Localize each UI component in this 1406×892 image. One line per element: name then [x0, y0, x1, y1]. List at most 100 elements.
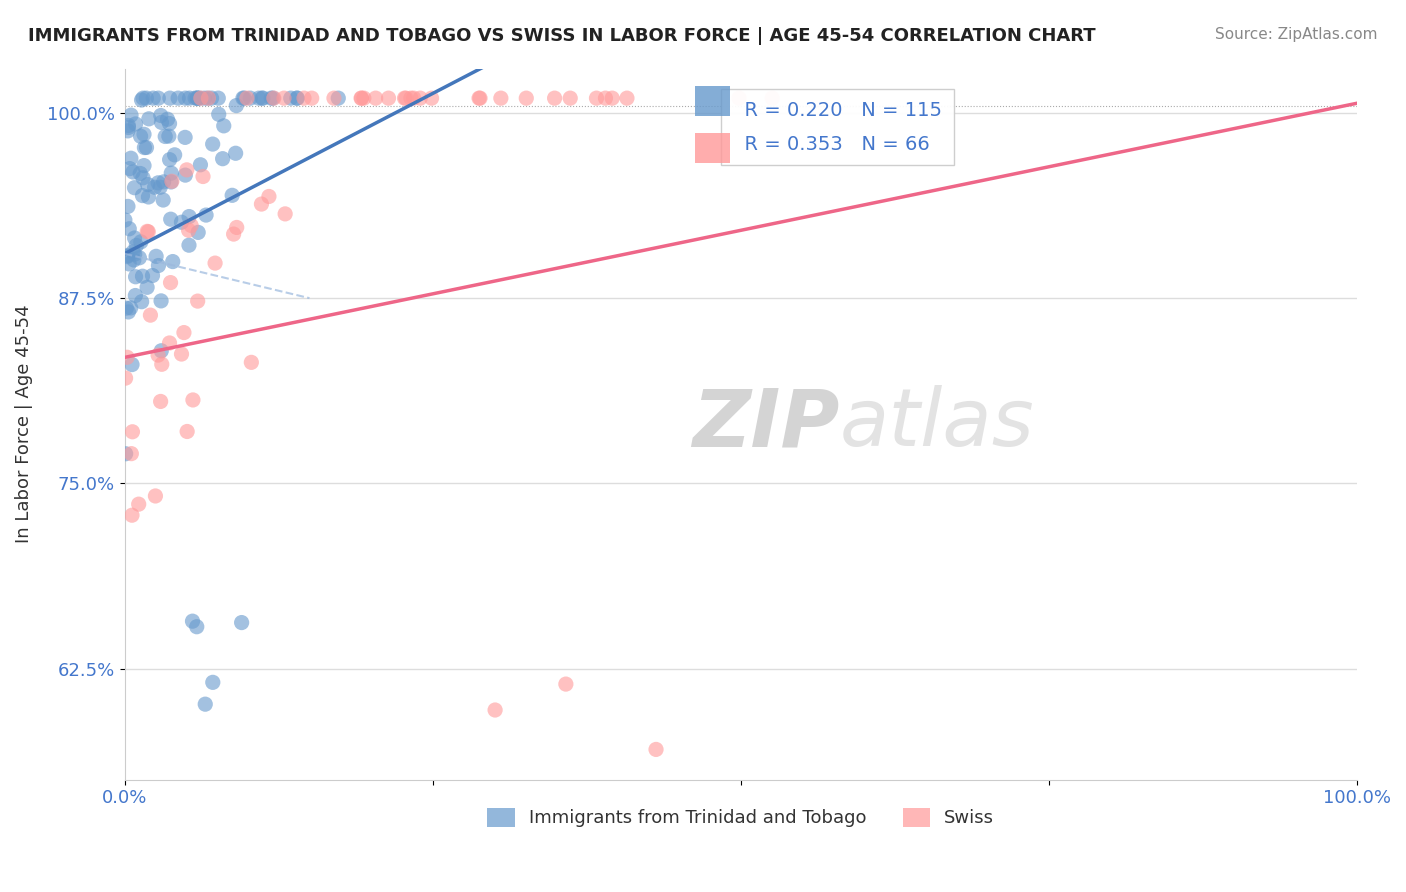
- Point: [114, 371, 136, 385]
- Point: [148, 259, 170, 273]
- Point: [124, 117, 146, 131]
- Point: [162, 254, 184, 268]
- Point: [160, 166, 183, 180]
- Point: [191, 169, 214, 184]
- Point: [155, 129, 177, 144]
- Point: [250, 197, 273, 211]
- Point: [174, 91, 197, 105]
- Point: [121, 358, 143, 372]
- Point: [157, 129, 180, 144]
- Point: [187, 91, 209, 105]
- Point: [156, 112, 179, 127]
- Point: [273, 91, 295, 105]
- Point: [211, 152, 233, 166]
- Point: [515, 91, 537, 105]
- Point: [350, 91, 373, 105]
- Point: [117, 119, 139, 133]
- Point: [176, 162, 198, 177]
- Point: [120, 151, 142, 165]
- Point: [122, 245, 145, 260]
- Point: [117, 120, 139, 135]
- Point: [136, 280, 159, 294]
- Point: [136, 178, 159, 192]
- Point: [124, 247, 146, 261]
- Point: [257, 189, 280, 203]
- Point: [225, 98, 247, 112]
- Point: [197, 91, 219, 105]
- Point: [145, 249, 167, 263]
- Point: [728, 91, 751, 105]
- Point: [146, 176, 169, 190]
- Point: [129, 129, 152, 144]
- Point: [616, 91, 638, 105]
- Point: [188, 91, 211, 105]
- Point: [159, 212, 181, 227]
- Point: [174, 168, 197, 182]
- Point: [159, 276, 181, 290]
- Point: [142, 91, 165, 105]
- Point: [328, 91, 350, 105]
- Point: [262, 91, 284, 105]
- Point: [149, 180, 172, 194]
- Point: [131, 269, 153, 284]
- Point: [186, 91, 208, 105]
- Point: [117, 199, 139, 213]
- Text: Source: ZipAtlas.com: Source: ZipAtlas.com: [1215, 27, 1378, 42]
- Point: [141, 268, 163, 283]
- FancyBboxPatch shape: [695, 87, 730, 116]
- Legend: Immigrants from Trinidad and Tobago, Swiss: Immigrants from Trinidad and Tobago, Swi…: [481, 801, 1001, 835]
- Point: [143, 180, 166, 194]
- FancyBboxPatch shape: [695, 133, 730, 163]
- Point: [187, 226, 209, 240]
- Point: [207, 91, 229, 105]
- Point: [149, 108, 172, 122]
- Point: [394, 91, 416, 105]
- Point: [117, 305, 139, 319]
- Point: [186, 91, 208, 105]
- Point: [132, 170, 155, 185]
- Point: [179, 91, 201, 105]
- Point: [399, 91, 422, 105]
- Point: [131, 93, 153, 107]
- Point: [208, 107, 231, 121]
- Point: [170, 215, 193, 229]
- Point: [194, 697, 217, 711]
- Point: [159, 153, 181, 167]
- Point: [124, 288, 146, 302]
- Text: ZIP: ZIP: [692, 385, 839, 463]
- Point: [554, 677, 576, 691]
- Point: [193, 91, 215, 105]
- Point: [176, 425, 198, 439]
- Point: [600, 91, 623, 105]
- Point: [585, 91, 607, 105]
- Point: [239, 91, 262, 105]
- Point: [148, 91, 170, 105]
- Point: [280, 91, 302, 105]
- Point: [150, 293, 173, 308]
- Point: [132, 128, 155, 142]
- Point: [160, 175, 183, 189]
- Point: [292, 91, 315, 105]
- Point: [117, 124, 139, 138]
- Y-axis label: In Labor Force | Age 45-54: In Labor Force | Age 45-54: [15, 305, 32, 543]
- Point: [489, 91, 512, 105]
- Point: [152, 175, 174, 189]
- Text: R = 0.220   N = 115
  R = 0.353   N = 66: R = 0.220 N = 115 R = 0.353 N = 66: [733, 101, 942, 153]
- Point: [195, 208, 218, 222]
- Point: [177, 210, 200, 224]
- Point: [232, 91, 254, 105]
- Point: [120, 301, 142, 315]
- Point: [163, 148, 186, 162]
- Point: [201, 675, 224, 690]
- Point: [402, 91, 425, 105]
- Point: [201, 137, 224, 152]
- Point: [138, 112, 160, 126]
- Point: [595, 91, 617, 105]
- Point: [131, 188, 153, 202]
- Point: [114, 213, 136, 227]
- Point: [150, 115, 173, 129]
- Point: [136, 225, 159, 239]
- Point: [260, 91, 283, 105]
- Point: [204, 256, 226, 270]
- Point: [135, 91, 157, 105]
